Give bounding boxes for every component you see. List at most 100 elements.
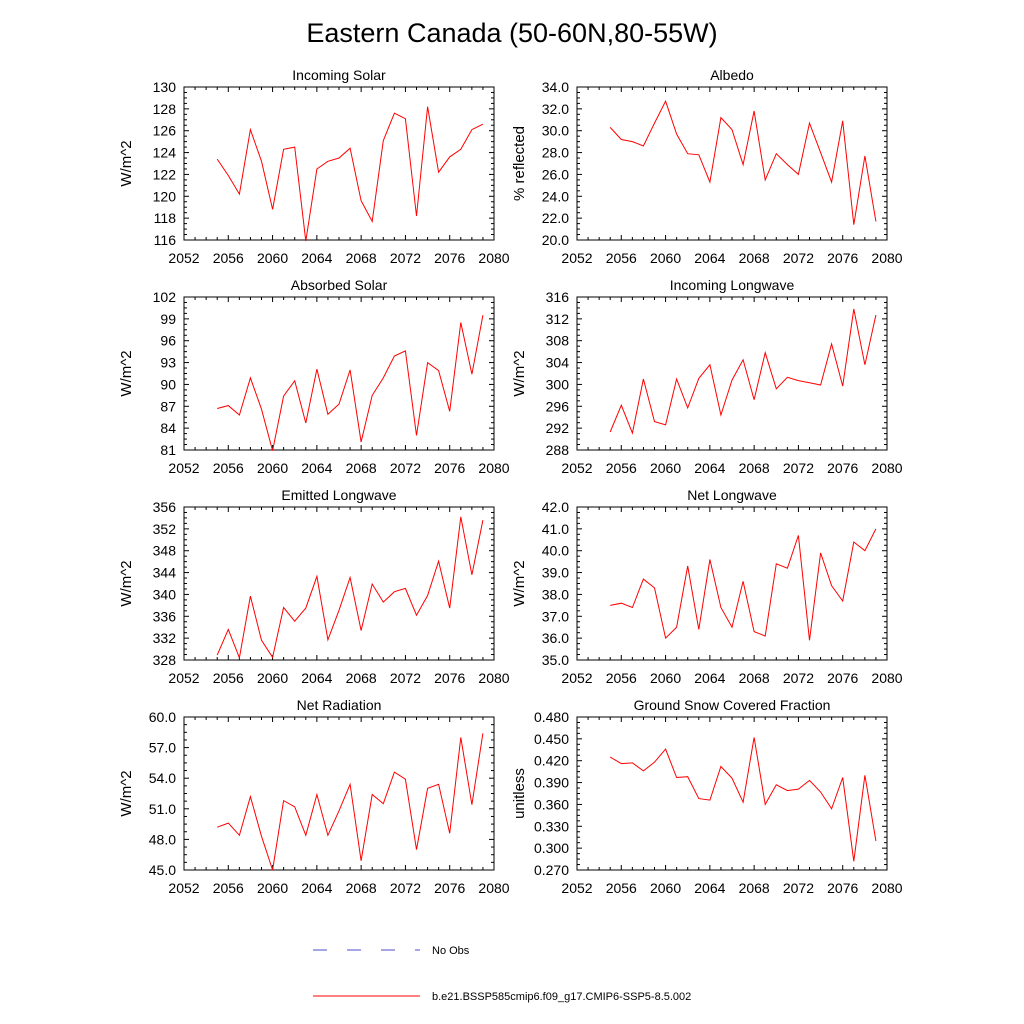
x-tick-label: 2076	[827, 460, 858, 476]
x-tick-label: 2064	[301, 880, 332, 896]
panel-6: Net Longwave 2052 2056 2060 2064 2068 2072 2076…	[511, 487, 903, 686]
series-line	[216, 106, 484, 242]
y-tick-label: 34.0	[542, 79, 569, 95]
y-tick-label: 51.0	[149, 801, 176, 817]
x-tick-label: 2060	[650, 670, 681, 686]
plot-frame	[183, 86, 495, 241]
x-tick-label: 2076	[827, 670, 858, 686]
series-line	[609, 99, 877, 225]
y-tick-label: 93	[160, 355, 176, 371]
x-tick-label: 2052	[561, 670, 592, 686]
y-tick-label: 30.0	[542, 123, 569, 139]
y-axis-label: W/m^2	[118, 560, 135, 606]
y-tick-label: 36.0	[542, 630, 569, 646]
y-tick-label: 40.0	[542, 543, 569, 559]
y-tick-label: 340	[153, 586, 177, 602]
panels-group: Incoming Solar 2052 2056 2060 2064 2068 2072 20…	[118, 67, 903, 896]
x-tick-label: 2064	[694, 670, 725, 686]
y-tick-label: 22.0	[542, 210, 569, 226]
y-tick-label: 42.0	[542, 499, 569, 515]
y-tick-label: 57.0	[149, 740, 176, 756]
x-tick-label: 2072	[783, 250, 814, 266]
x-tick-label: 2052	[168, 460, 199, 476]
y-axis-label: % reflected	[511, 126, 528, 201]
x-tick-label: 2064	[694, 250, 725, 266]
plot-frame	[576, 86, 888, 241]
x-tick-label: 2052	[168, 670, 199, 686]
x-tick-label: 2060	[650, 880, 681, 896]
x-tick-label: 2064	[301, 460, 332, 476]
plot-frame	[576, 506, 888, 661]
x-tick-label: 2052	[561, 460, 592, 476]
x-tick-label: 2076	[827, 880, 858, 896]
panel-title: Incoming Longwave	[670, 277, 795, 293]
x-tick-label: 2072	[783, 880, 814, 896]
y-tick-label: 24.0	[542, 188, 569, 204]
panel-5: Emitted Longwave 2052 2056 2060 2064 2068 2072…	[118, 487, 510, 686]
plot-frame	[183, 296, 495, 451]
y-tick-label: 124	[153, 145, 177, 161]
y-tick-label: 316	[546, 289, 570, 305]
x-tick-label: 2068	[739, 670, 770, 686]
y-tick-label: 300	[546, 376, 570, 392]
y-tick-label: 54.0	[149, 770, 176, 786]
y-tick-label: 0.330	[534, 818, 569, 834]
x-tick-label: 2056	[213, 880, 244, 896]
y-tick-label: 116	[154, 232, 177, 248]
legend-obs-label: No Obs	[432, 945, 470, 957]
page-title: Eastern Canada (50-60N,80-55W)	[306, 18, 717, 48]
x-tick-label: 2052	[168, 250, 199, 266]
x-tick-label: 2068	[346, 670, 377, 686]
legend-model-label: b.e21.BSSP585cmip6.f09_g17.CMIP6-SSP5-8.…	[432, 991, 691, 1003]
x-tick-label: 2080	[871, 460, 902, 476]
x-tick-label: 2068	[346, 250, 377, 266]
y-tick-label: 35.0	[542, 652, 569, 668]
x-tick-label: 2080	[478, 250, 509, 266]
y-tick-label: 99	[160, 311, 176, 327]
y-tick-label: 20.0	[542, 232, 569, 248]
panel-title: Ground Snow Covered Fraction	[634, 697, 831, 713]
x-tick-label: 2072	[390, 880, 421, 896]
plot-frame	[183, 716, 495, 871]
y-axis-label: W/m^2	[511, 560, 528, 606]
y-tick-label: 84	[160, 420, 176, 436]
y-tick-label: 288	[546, 442, 570, 458]
y-tick-label: 26.0	[542, 166, 569, 182]
series-line	[217, 315, 484, 451]
y-tick-label: 28.0	[542, 145, 569, 161]
y-tick-label: 356	[153, 499, 177, 515]
x-tick-label: 2064	[301, 670, 332, 686]
x-tick-label: 2068	[739, 250, 770, 266]
y-tick-label: 122	[153, 166, 177, 182]
x-tick-label: 2068	[739, 460, 770, 476]
x-tick-label: 2064	[694, 880, 725, 896]
x-tick-label: 2060	[257, 880, 288, 896]
y-tick-label: 120	[153, 188, 177, 204]
panel-1: Incoming Solar 2052 2056 2060 2064 2068 2072 20…	[118, 67, 510, 266]
x-tick-label: 2064	[301, 250, 332, 266]
x-tick-label: 2076	[434, 670, 465, 686]
series-line	[217, 733, 484, 871]
x-tick-label: 2060	[650, 460, 681, 476]
y-tick-label: 118	[154, 210, 177, 226]
panel-7: Net Radiation 2052 2056 2060 2064 2068 2072 207…	[118, 697, 510, 896]
x-tick-label: 2080	[478, 880, 509, 896]
y-tick-label: 130	[153, 79, 177, 95]
y-tick-label: 39.0	[542, 565, 569, 581]
y-tick-label: 90	[160, 376, 176, 392]
y-tick-label: 48.0	[149, 831, 176, 847]
x-tick-label: 2076	[434, 250, 465, 266]
y-tick-label: 96	[160, 333, 176, 349]
panel-title: Net Longwave	[687, 487, 777, 503]
y-tick-label: 38.0	[542, 586, 569, 602]
x-tick-label: 2080	[871, 250, 902, 266]
series-line	[216, 516, 484, 660]
y-axis-label: W/m^2	[511, 350, 528, 396]
series-line	[609, 737, 877, 862]
y-tick-label: 0.270	[534, 862, 569, 878]
panel-title: Incoming Solar	[292, 67, 386, 83]
y-tick-label: 0.450	[534, 731, 569, 747]
panel-title: Net Radiation	[297, 697, 382, 713]
x-tick-label: 2072	[390, 670, 421, 686]
